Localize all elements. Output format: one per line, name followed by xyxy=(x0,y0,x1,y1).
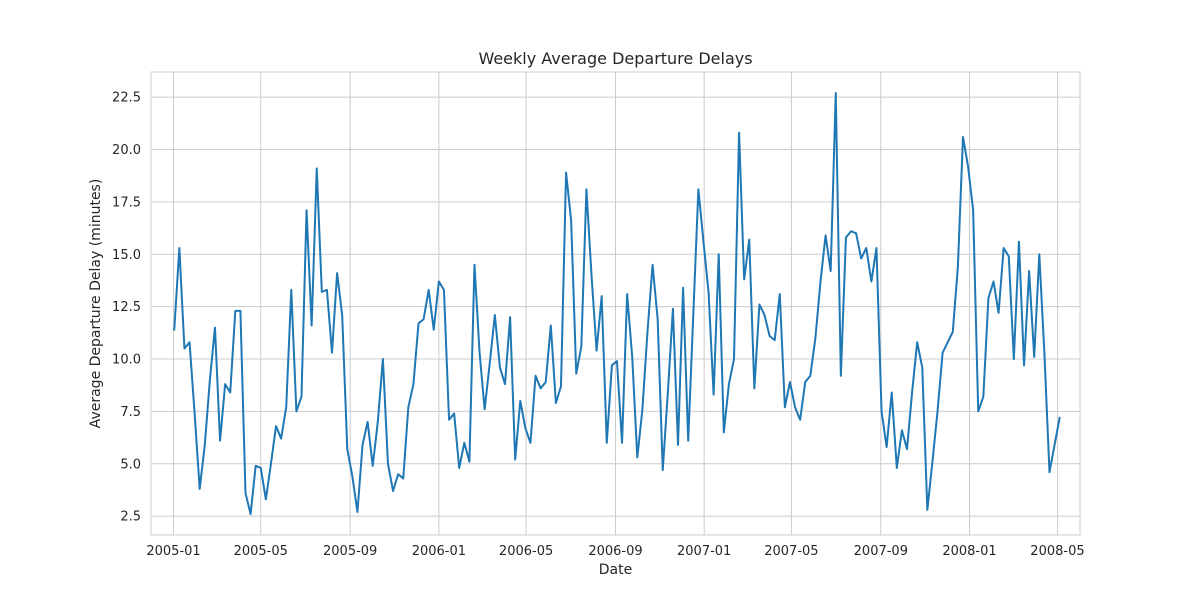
y-tick-label: 2.5 xyxy=(120,510,141,525)
x-tick-label: 2007-09 xyxy=(854,544,908,559)
x-tick-label: 2005-01 xyxy=(146,544,200,559)
y-tick-label: 12.5 xyxy=(112,300,141,315)
tick-labels: 2.5 5.0 7.5 10.0 12.5 15.0 17.5 20.0 22.5 2005-01… xyxy=(112,91,1085,559)
y-tick-label: 22.5 xyxy=(112,91,141,106)
y-tick-label: 20.0 xyxy=(112,143,141,158)
x-tick-label: 2007-01 xyxy=(677,544,731,559)
series-line xyxy=(173,91,1061,516)
x-tick-label: 2005-05 xyxy=(234,544,288,559)
y-tick-label: 17.5 xyxy=(112,195,141,210)
y-tick-label: 10.0 xyxy=(112,353,141,368)
x-tick-label: 2007-05 xyxy=(764,544,818,559)
x-tick-label: 2006-09 xyxy=(588,544,642,559)
x-axis-title: Date xyxy=(599,562,632,578)
y-tick-label: 15.0 xyxy=(112,248,141,263)
series-layer xyxy=(173,91,1061,516)
x-tick-label: 2008-05 xyxy=(1030,544,1084,559)
y-axis-title: Average Departure Delay (minutes) xyxy=(88,179,104,429)
x-tick-label: 2006-01 xyxy=(412,544,466,559)
x-tick-label: 2006-05 xyxy=(499,544,553,559)
y-tick-label: 5.0 xyxy=(120,457,141,472)
x-tick-label: 2005-09 xyxy=(323,544,377,559)
x-tick-label: 2008-01 xyxy=(942,544,996,559)
y-tick-label: 7.5 xyxy=(120,405,141,420)
chart-title: Weekly Average Departure Delays xyxy=(478,49,752,68)
